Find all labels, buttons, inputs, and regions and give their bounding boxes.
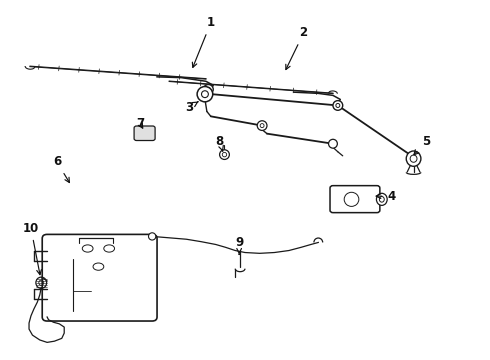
Ellipse shape <box>206 87 210 91</box>
Ellipse shape <box>260 123 264 127</box>
Text: 4: 4 <box>376 190 396 203</box>
Ellipse shape <box>329 139 337 148</box>
Ellipse shape <box>201 91 208 98</box>
Text: 1: 1 <box>193 16 215 67</box>
Ellipse shape <box>410 155 417 162</box>
Ellipse shape <box>333 101 343 110</box>
Ellipse shape <box>203 85 213 94</box>
Ellipse shape <box>148 233 156 240</box>
Text: 7: 7 <box>136 117 144 130</box>
Text: 10: 10 <box>23 222 41 275</box>
Text: 6: 6 <box>53 156 70 183</box>
Text: 5: 5 <box>414 135 430 155</box>
Ellipse shape <box>376 193 387 206</box>
Text: 2: 2 <box>286 26 308 69</box>
Text: 9: 9 <box>235 236 243 255</box>
Ellipse shape <box>406 151 421 166</box>
Ellipse shape <box>197 86 213 102</box>
Ellipse shape <box>257 121 267 130</box>
Ellipse shape <box>220 150 229 159</box>
Text: 3: 3 <box>185 101 198 114</box>
Ellipse shape <box>336 103 340 108</box>
FancyBboxPatch shape <box>134 126 155 140</box>
Text: 8: 8 <box>216 135 224 151</box>
